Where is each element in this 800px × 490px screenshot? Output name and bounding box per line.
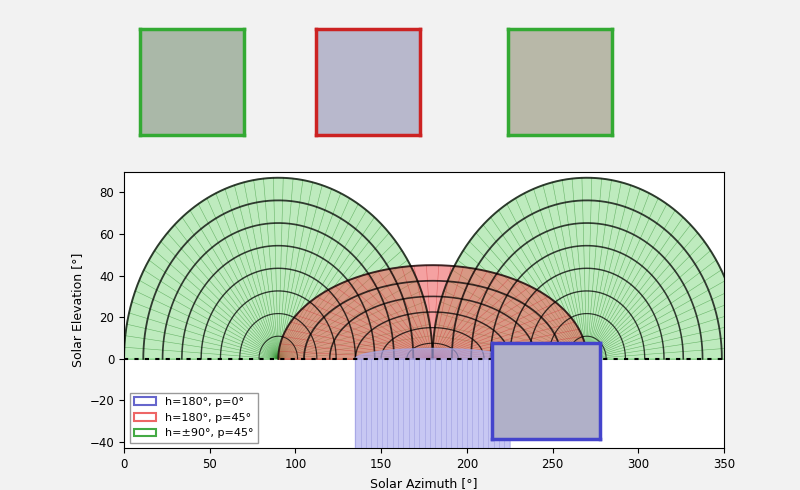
Polygon shape xyxy=(0,178,124,359)
X-axis label: Solar Azimuth [°]: Solar Azimuth [°] xyxy=(370,477,478,490)
Polygon shape xyxy=(741,178,800,359)
Legend: h=180°, p=0°, h=180°, p=45°, h=±90°, p=45°: h=180°, p=0°, h=180°, p=45°, h=±90°, p=4… xyxy=(130,393,258,443)
Polygon shape xyxy=(124,178,433,359)
Polygon shape xyxy=(278,265,587,359)
Polygon shape xyxy=(433,178,741,359)
Y-axis label: Solar Elevation [°]: Solar Elevation [°] xyxy=(71,253,84,367)
Polygon shape xyxy=(355,348,510,448)
